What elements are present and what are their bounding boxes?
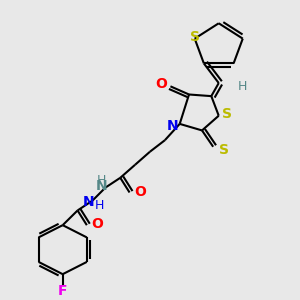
Text: F: F (58, 284, 68, 298)
Text: N: N (96, 178, 107, 193)
Text: H: H (95, 200, 104, 212)
Text: O: O (155, 77, 167, 91)
Text: S: S (222, 107, 232, 121)
Text: N: N (167, 118, 178, 133)
Text: N: N (83, 195, 94, 209)
Text: S: S (190, 30, 200, 44)
Text: S: S (219, 143, 229, 157)
Text: O: O (134, 184, 146, 199)
Text: H: H (238, 80, 248, 93)
Text: H: H (97, 174, 106, 187)
Text: O: O (91, 217, 103, 231)
